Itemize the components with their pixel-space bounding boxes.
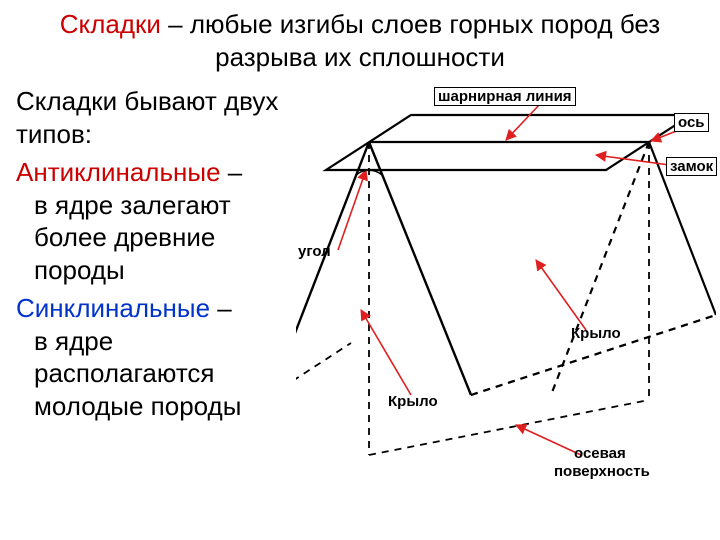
diagram-area: шарнирная линия ось замок угол Крыло Кры… bbox=[296, 85, 716, 515]
dash2: – bbox=[210, 293, 232, 323]
desc-synclinal: в ядре располагаются молодые породы bbox=[16, 325, 296, 423]
label-angle: угол bbox=[298, 243, 331, 260]
label-axis: ось bbox=[674, 113, 709, 132]
term-anticlinal: Антиклинальные bbox=[16, 157, 221, 187]
fold-diagram bbox=[296, 85, 716, 515]
label-axial2: поверхность bbox=[554, 463, 650, 480]
desc-anticlinal: в ядре залегают более древние породы bbox=[16, 189, 296, 287]
text-column: Складки бывают двух типов: Антиклинальны… bbox=[16, 85, 296, 515]
content-row: Складки бывают двух типов: Антиклинальны… bbox=[0, 77, 720, 515]
page-title: Складки – любые изгибы слоев горных поро… bbox=[0, 0, 720, 77]
intro-text: Складки бывают двух типов: bbox=[16, 85, 296, 150]
label-hinge-line: шарнирная линия bbox=[434, 87, 576, 106]
term-synclinal-row: Синклинальные – bbox=[16, 292, 296, 325]
label-axial1: осевая bbox=[574, 445, 626, 462]
label-wing-right: Крыло bbox=[571, 325, 621, 342]
term-synclinal: Синклинальные bbox=[16, 293, 210, 323]
label-lock: замок bbox=[666, 157, 717, 176]
title-term: Складки bbox=[60, 9, 161, 39]
label-wing-left: Крыло bbox=[388, 393, 438, 410]
dash1: – bbox=[221, 157, 243, 187]
term-anticlinal-row: Антиклинальные – bbox=[16, 156, 296, 189]
title-rest: – любые изгибы слоев горных пород без ра… bbox=[161, 9, 660, 72]
